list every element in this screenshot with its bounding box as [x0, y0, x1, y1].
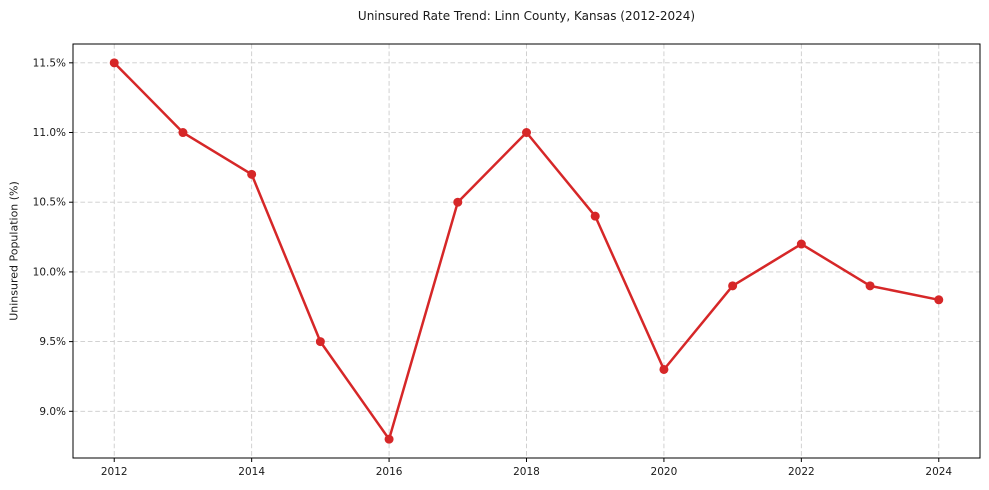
data-point — [315, 337, 325, 347]
y-tick-label: 9.5% — [39, 336, 66, 348]
x-tick-label: 2020 — [651, 466, 678, 478]
x-tick-label: 2024 — [925, 466, 952, 478]
data-point — [178, 128, 188, 138]
y-tick-label: 9.0% — [39, 406, 66, 418]
data-point — [659, 364, 669, 374]
plot-border — [72, 43, 981, 459]
data-point — [384, 434, 394, 444]
data-point — [109, 58, 119, 68]
data-point — [247, 169, 257, 179]
x-tick-label: 2014 — [238, 466, 265, 478]
data-point — [453, 197, 463, 207]
x-tick-label: 2018 — [513, 466, 540, 478]
x-tick-label: 2016 — [376, 466, 403, 478]
x-tick-label: 2022 — [788, 466, 815, 478]
data-point — [796, 239, 806, 249]
data-point — [522, 128, 531, 138]
data-point — [865, 281, 875, 291]
chart-title: Uninsured Rate Trend: Linn County, Kansa… — [357, 9, 696, 23]
data-point — [728, 281, 738, 291]
y-tick-label: 10.5% — [33, 197, 66, 209]
y-tick-label: 10.0% — [33, 266, 66, 278]
y-tick-label: 11.0% — [33, 127, 66, 139]
y-tick-label: 11.5% — [33, 57, 66, 69]
data-point — [934, 295, 944, 305]
x-tick-label: 2012 — [101, 466, 128, 478]
data-point — [590, 211, 600, 221]
